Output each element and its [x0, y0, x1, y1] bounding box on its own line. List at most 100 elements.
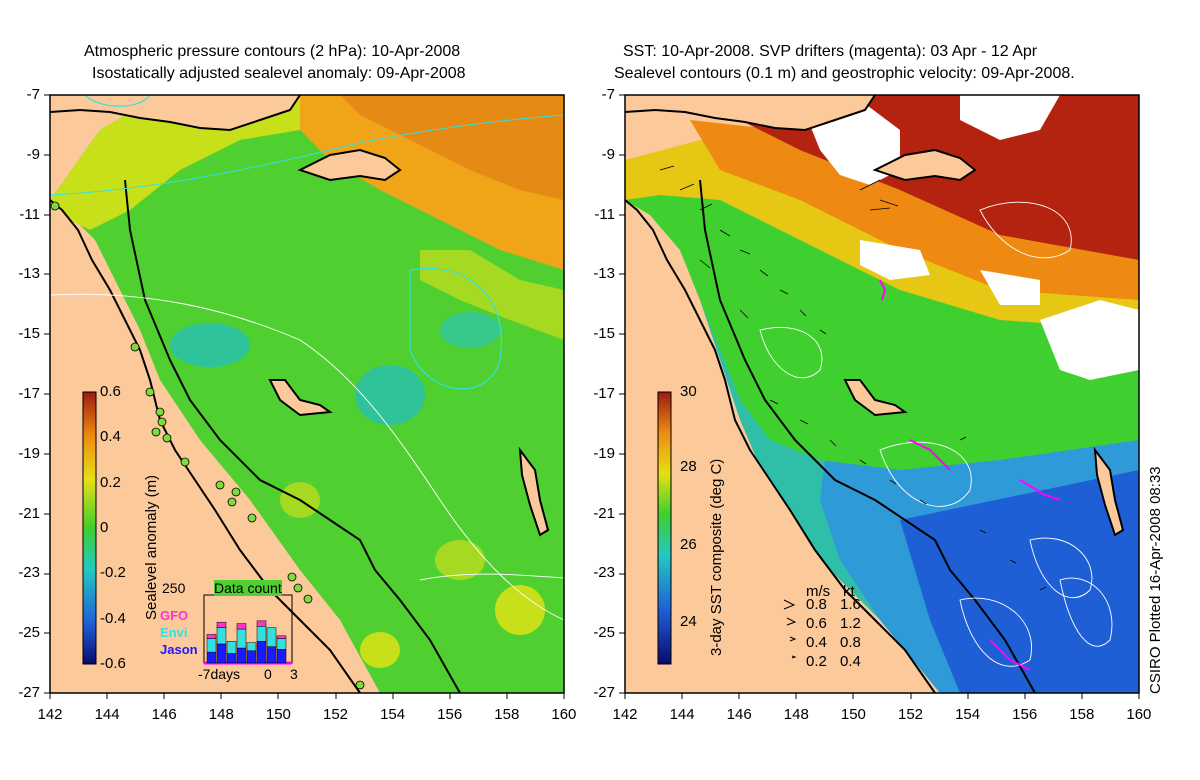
right-y-tick-4: -15 — [593, 325, 615, 343]
sst-cbar-tick-0: 30 — [680, 383, 697, 400]
right-x-tick-3: 148 — [783, 706, 809, 723]
inset-bar-4-envi — [246, 642, 257, 652]
velocity-ms-0: 0.8 — [806, 596, 827, 613]
velocity-kt-3: 0.4 — [840, 653, 861, 670]
inset-bar-3-jason — [236, 647, 247, 664]
inset-ymax: 250 — [162, 580, 186, 596]
inset-bar-5-envi — [256, 626, 267, 642]
inset-bar-7-envi — [276, 638, 287, 650]
right-x-tick-2: 146 — [726, 706, 752, 723]
left-x-tick-8: 158 — [494, 706, 520, 723]
right-y-tick-0: -7 — [601, 86, 615, 103]
left-y-tick-9: -25 — [18, 624, 40, 642]
velocity-legend-arrows — [783, 599, 797, 659]
arrow-0.6 — [786, 617, 797, 626]
left-title-line1: Atmospheric pressure contours (2 hPa): 1… — [84, 43, 461, 60]
right-y-tick-7: -21 — [593, 504, 615, 522]
velocity-ms-2: 0.4 — [806, 634, 827, 651]
data-count-inset — [203, 594, 293, 665]
left-x-tick-1: 144 — [94, 706, 120, 723]
left-y-tick-5: -17 — [18, 385, 40, 402]
ssla-cbar-tick-3: 0 — [100, 519, 109, 536]
left-y-tick-8: -23 — [18, 564, 40, 582]
velocity-header-ms: m/s — [806, 583, 831, 600]
left-x-tick-6: 154 — [380, 706, 406, 723]
left-y-tick-6: -19 — [18, 444, 40, 462]
inset-bar-0-gfo — [206, 634, 217, 639]
inset-legend-envi: Envi — [160, 625, 188, 640]
left-x-tick-5: 152 — [322, 706, 349, 723]
inset-bar-3-gfo — [236, 623, 247, 630]
ssla-cbar-tick-2: 0.2 — [100, 473, 121, 491]
left-x-tick-0: 142 — [37, 706, 63, 723]
inset-legend-gfo: GFO — [160, 608, 189, 623]
right-y-tick-10: -27 — [593, 684, 615, 701]
left-y-tick-7: -21 — [18, 504, 40, 522]
left-title-line2: Isostatically adjusted sealevel anomaly:… — [92, 65, 466, 82]
right-x-tick-6: 154 — [955, 706, 981, 723]
right-x-tick-9: 160 — [1126, 706, 1152, 723]
velocity-kt-1: 1.2 — [840, 615, 861, 632]
velocity-ms-1: 0.6 — [806, 615, 827, 632]
sst-cbar-tick-2: 26 — [680, 536, 697, 553]
left-y-tick-0: -7 — [26, 86, 40, 103]
inset-x-label-end: 3 — [290, 666, 298, 682]
ssla-cbar-tick-6: -0.6 — [100, 655, 126, 672]
velocity-kt-0: 1.6 — [840, 596, 861, 613]
left-y-tick-2: -11 — [19, 205, 40, 223]
inset-bar-3-envi — [236, 628, 247, 649]
inset-bar-2-envi — [226, 640, 237, 654]
left-x-tick-9: 160 — [551, 706, 577, 723]
velocity-header-kt: kt — [843, 583, 855, 600]
sst-colorbar — [657, 391, 672, 665]
velocity-ms-3: 0.2 — [806, 653, 827, 670]
inset-bar-0-envi — [206, 638, 217, 653]
right-y-tick-6: -19 — [593, 444, 615, 462]
right-y-tick-1: -9 — [601, 145, 615, 163]
inset-bar-5-jason — [256, 640, 267, 664]
sst-cbar-tick-1: 28 — [680, 458, 697, 475]
sst-colorbar-label: 3-day SST composite (deg C) — [708, 458, 725, 656]
ssla-cbar-tick-1: 0.4 — [100, 428, 121, 446]
left-x-tick-4: 150 — [265, 706, 291, 723]
ssla-cbar-tick-5: -0.4 — [100, 609, 126, 627]
inset-x-label-start: -7days — [198, 666, 241, 682]
right-y-tick-3: -13 — [593, 265, 615, 283]
inset-bar-1-gfo — [216, 621, 227, 628]
right-x-tick-0: 142 — [612, 706, 638, 723]
right-y-tick-5: -17 — [593, 385, 615, 402]
left-x-tick-3: 148 — [208, 706, 234, 723]
left-x-tick-2: 146 — [151, 706, 177, 723]
right-y-tick-8: -23 — [593, 564, 615, 582]
sst-cbar-tick-3: 24 — [680, 613, 697, 630]
ssla-cbar-tick-0: 0.6 — [100, 383, 121, 400]
inset-bar-4-jason — [246, 650, 257, 664]
arrow-0.2 — [791, 655, 797, 659]
inset-bar-1-jason — [216, 643, 227, 664]
inset-title: Data count — [214, 580, 282, 596]
inset-bar-2-jason — [226, 653, 237, 664]
left-x-tick-7: 156 — [437, 706, 463, 723]
inset-x-label-zero: 0 — [264, 666, 272, 682]
inset-bar-0-jason — [206, 651, 217, 664]
inset-bar-1-envi — [216, 627, 227, 645]
right-x-tick-1: 144 — [669, 706, 695, 723]
left-map — [50, 95, 564, 693]
left-axis-ticks — [44, 94, 565, 699]
right-x-tick-7: 156 — [1012, 706, 1038, 723]
arrow-0.4 — [789, 636, 797, 642]
right-map — [625, 95, 1139, 693]
plot-credit: CSIRO Plotted 16-Apr-2008 08:33 — [1147, 466, 1164, 694]
ssla-colorbar-label: Sealevel anomaly (m) — [143, 474, 160, 620]
arrow-0.8 — [783, 599, 796, 610]
inset-bar-6-envi — [266, 627, 277, 647]
left-y-tick-3: -13 — [18, 265, 40, 283]
right-x-tick-4: 150 — [840, 706, 866, 723]
right-title-line2: Sealevel contours (0.1 m) and geostrophi… — [614, 65, 1075, 82]
right-x-tick-5: 152 — [897, 706, 924, 723]
right-y-tick-9: -25 — [593, 624, 615, 642]
inset-bar-7-gfo — [276, 635, 287, 639]
left-y-tick-1: -9 — [26, 145, 40, 163]
inset-bar-5-gfo — [256, 620, 267, 627]
